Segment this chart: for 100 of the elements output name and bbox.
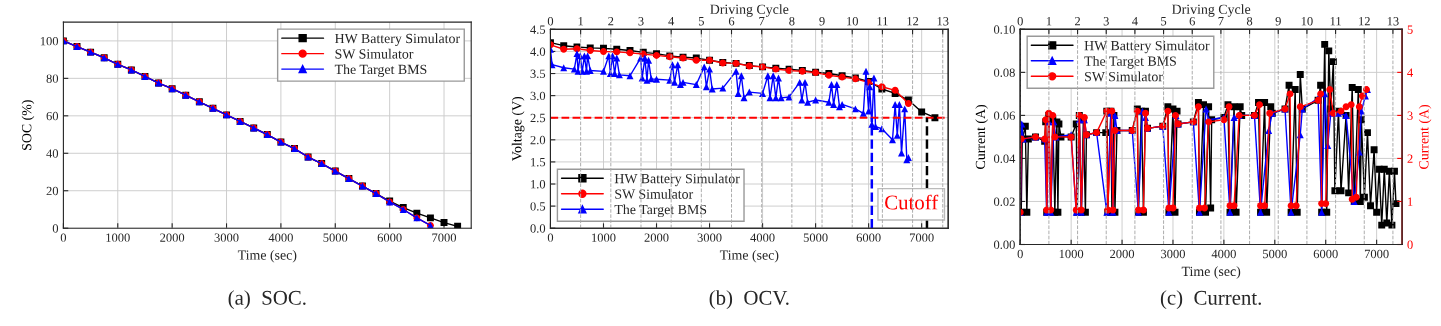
x2-tick-label: 13	[937, 17, 949, 26]
x-tick-label: 4000	[1211, 249, 1236, 259]
text: (a) SOC.	[228, 290, 306, 310]
x2-tick-label: 5	[1161, 17, 1167, 26]
x-axis-title: Time (sec)	[237, 249, 297, 263]
y-tick-label: 0.10	[993, 25, 1015, 34]
x2-tick-label: 10	[847, 16, 858, 26]
x2-tick-label: 8	[789, 16, 795, 26]
y-tick-label: 3.5	[530, 69, 546, 79]
x2-tick-label: 4	[1132, 17, 1138, 26]
x-tick-label: 3000	[214, 233, 239, 242]
annotation: Cutoff	[885, 194, 939, 210]
x2-tick-label: 12	[907, 17, 919, 26]
x2-tick-label: 0	[1017, 16, 1023, 26]
y2-tick-label: 4	[1407, 68, 1414, 77]
y-tick-label: 40	[46, 149, 59, 158]
text: (c) Current.	[1160, 290, 1261, 310]
y2-tick-label: 0	[1407, 240, 1413, 249]
x-axis-title: Time (sec)	[1181, 266, 1241, 279]
x2-tick-label: 6	[728, 17, 735, 26]
x-tick-label: 5000	[323, 233, 348, 242]
x2-tick-label: 10	[1301, 16, 1313, 26]
y-tick-label: 4.5	[530, 25, 546, 34]
x2-tick-label: 12	[1359, 17, 1370, 26]
legend-label: The Target BMS	[334, 64, 427, 77]
x-tick-label: 5000	[1263, 249, 1287, 259]
x-tick-label: 3000	[1161, 249, 1185, 259]
x2-tick-label: 11	[1330, 17, 1341, 26]
y-tick-label: 0.04	[993, 154, 1016, 163]
y-axis-title: Voltage (V)	[511, 96, 525, 162]
y-tick-label: 80	[46, 74, 59, 83]
x-tick-label: 1000	[592, 233, 616, 242]
x-tick-label: 7000	[432, 233, 457, 242]
x2-tick-label: 4	[668, 17, 675, 26]
legend-label: The Target BMS	[614, 204, 707, 218]
y-tick-label: 3.0	[530, 91, 546, 101]
x-tick-label: 2000	[1110, 249, 1135, 259]
x2-tick-label: 3	[1103, 17, 1109, 26]
x-tick-label: 7000	[909, 233, 934, 242]
x2-tick-label: 7	[759, 17, 765, 26]
legend-label: HW Battery Simulator	[614, 173, 740, 187]
y-tick-label: 0.0	[530, 224, 546, 233]
x-tick-label: 4000	[750, 233, 775, 242]
y-tick-label: 2.0	[530, 135, 546, 145]
x2-tick-label: 3	[638, 17, 644, 26]
y2-tick-label: 1	[1408, 197, 1413, 206]
x-axis-title: Time (sec)	[719, 249, 779, 263]
y-axis-title: SOC (%)	[21, 100, 35, 150]
x-tick-label: 4000	[268, 233, 293, 242]
y-tick-label: 0.02	[993, 197, 1015, 206]
x-tick-label: 6000	[377, 233, 402, 242]
x-tick-label: 3000	[697, 233, 722, 242]
y-tick-label: 60	[46, 111, 59, 121]
legend-label: The Target BMS	[1084, 56, 1176, 69]
legend-label: SW Simulator	[335, 48, 414, 59]
x2-tick-label: 11	[877, 17, 888, 26]
legend-label: SW Simulator	[1085, 71, 1163, 82]
text: (b) OCV.	[709, 290, 789, 310]
y-tick-label: 100	[40, 36, 59, 46]
x2-tick-label: 6	[1189, 17, 1195, 26]
y-tick-label: 0.06	[993, 111, 1015, 120]
x2-tick-label: 1	[1046, 17, 1052, 26]
x2-tick-label: 0	[547, 16, 554, 26]
y2-tick-label: 2	[1407, 154, 1413, 163]
x-tick-label: 6000	[1313, 249, 1338, 259]
y2-tick-label: 5	[1407, 25, 1413, 34]
x-tick-label: 7000	[1364, 249, 1389, 259]
y-tick-label: 1.0	[531, 180, 546, 189]
y-axis-title: Current (A)	[975, 104, 988, 169]
y2-tick-label: 3	[1407, 111, 1413, 120]
x-tick-label: 6000	[856, 233, 881, 242]
y-tick-label: 0.08	[993, 68, 1015, 77]
y-tick-label: 1.5	[531, 158, 546, 167]
x2-axis-title: Driving Cycle	[710, 4, 789, 17]
legend-label: HW Battery Simulator	[334, 33, 460, 46]
x2-tick-label: 2	[608, 17, 614, 26]
y-tick-label: 20	[46, 186, 59, 196]
x2-tick-label: 2	[1074, 17, 1080, 26]
x-tick-label: 0	[1017, 249, 1023, 259]
x2-tick-label: 9	[819, 17, 825, 26]
legend-label: HW Battery Simulator	[1084, 40, 1210, 54]
x2-tick-label: 13	[1387, 17, 1399, 26]
x2-tick-label: 7	[1218, 17, 1224, 26]
x-tick-label: 1000	[1059, 249, 1084, 259]
y-tick-label: 2.5	[530, 113, 546, 123]
x-tick-label: 2000	[644, 233, 669, 242]
y-tick-label: 0.00	[993, 240, 1015, 250]
x2-tick-label: 8	[1246, 16, 1253, 26]
x-tick-label: 0	[60, 233, 67, 242]
x-tick-label: 5000	[803, 233, 828, 242]
legend-label: SW Simulator	[615, 189, 694, 199]
x2-tick-label: 5	[698, 17, 704, 26]
x2-tick-label: 1	[578, 17, 584, 26]
y2-axis-title: Current (A)	[1418, 104, 1432, 169]
x-tick-label: 0	[547, 233, 554, 242]
x-tick-label: 1000	[106, 233, 130, 242]
y-tick-label: 0.5	[530, 202, 546, 211]
y-tick-label: 4.0	[530, 47, 546, 56]
x2-axis-title: Driving Cycle	[1172, 4, 1251, 17]
x-tick-label: 2000	[160, 233, 185, 242]
